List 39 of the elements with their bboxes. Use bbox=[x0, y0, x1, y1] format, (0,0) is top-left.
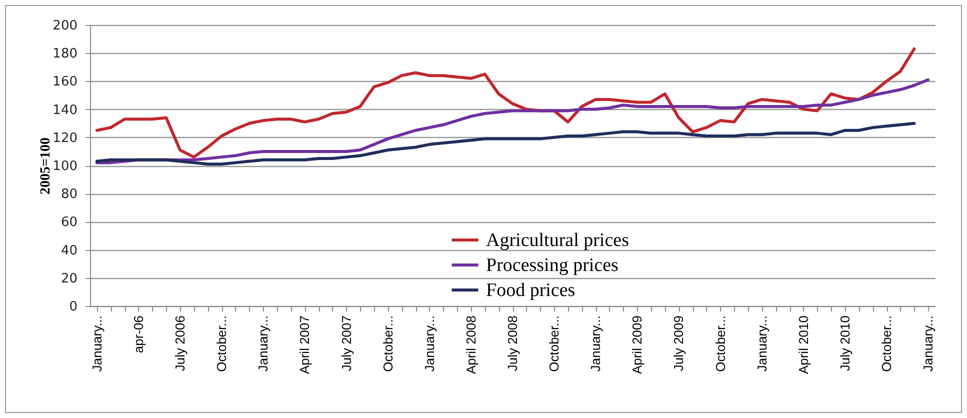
x-tick-label: July 2009 bbox=[671, 316, 686, 372]
x-tick-label: April 2007 bbox=[297, 316, 312, 374]
x-tick-label: January... bbox=[588, 316, 604, 372]
y-tick-label: 20 bbox=[60, 271, 78, 286]
legend-label: Agricultural prices bbox=[486, 230, 629, 251]
x-tick-label: January... bbox=[256, 316, 271, 372]
x-tick-label: July 2006 bbox=[172, 316, 188, 372]
y-tick-label: 200 bbox=[52, 18, 78, 34]
y-tick-label: 160 bbox=[52, 74, 78, 90]
x-tick-label: January... bbox=[89, 316, 104, 372]
x-tick-label: January... bbox=[754, 316, 770, 372]
x-tick-label: July 2008 bbox=[505, 316, 520, 372]
x-tick-label: July 2007 bbox=[338, 316, 354, 372]
x-tick-label: April 2009 bbox=[630, 316, 645, 374]
y-tick-label: 80 bbox=[60, 187, 78, 202]
x-tick-label: April 2008 bbox=[463, 316, 478, 374]
x-tick-label: apr-06 bbox=[130, 316, 146, 354]
y-tick-label: 100 bbox=[52, 159, 78, 174]
x-tick-label: January... bbox=[422, 316, 437, 372]
x-tick-label: October... bbox=[879, 316, 894, 372]
x-tick-label: October... bbox=[712, 316, 728, 372]
y-tick-label: 60 bbox=[60, 215, 78, 230]
x-tick-label: October... bbox=[380, 316, 396, 372]
y-tick-label: 140 bbox=[52, 102, 78, 118]
y-tick-label: 40 bbox=[60, 243, 78, 258]
line-series bbox=[95, 78, 930, 164]
legend-label: Food prices bbox=[486, 280, 576, 301]
y-tick-label: 0 bbox=[69, 300, 78, 314]
x-tick-label: July 2010 bbox=[837, 316, 852, 372]
x-tick-label: January... bbox=[920, 316, 936, 372]
line-series bbox=[95, 122, 916, 166]
y-tick-label: 180 bbox=[52, 46, 78, 62]
y-axis-title: 2005=100 bbox=[38, 138, 54, 194]
x-tick-label: October... bbox=[546, 316, 562, 372]
y-tick-label: 120 bbox=[52, 130, 78, 146]
legend-label: Processing prices bbox=[486, 255, 618, 276]
x-tick-label: October... bbox=[214, 316, 230, 372]
x-tick-label: April 2010 bbox=[796, 316, 811, 374]
line-series bbox=[95, 47, 916, 159]
